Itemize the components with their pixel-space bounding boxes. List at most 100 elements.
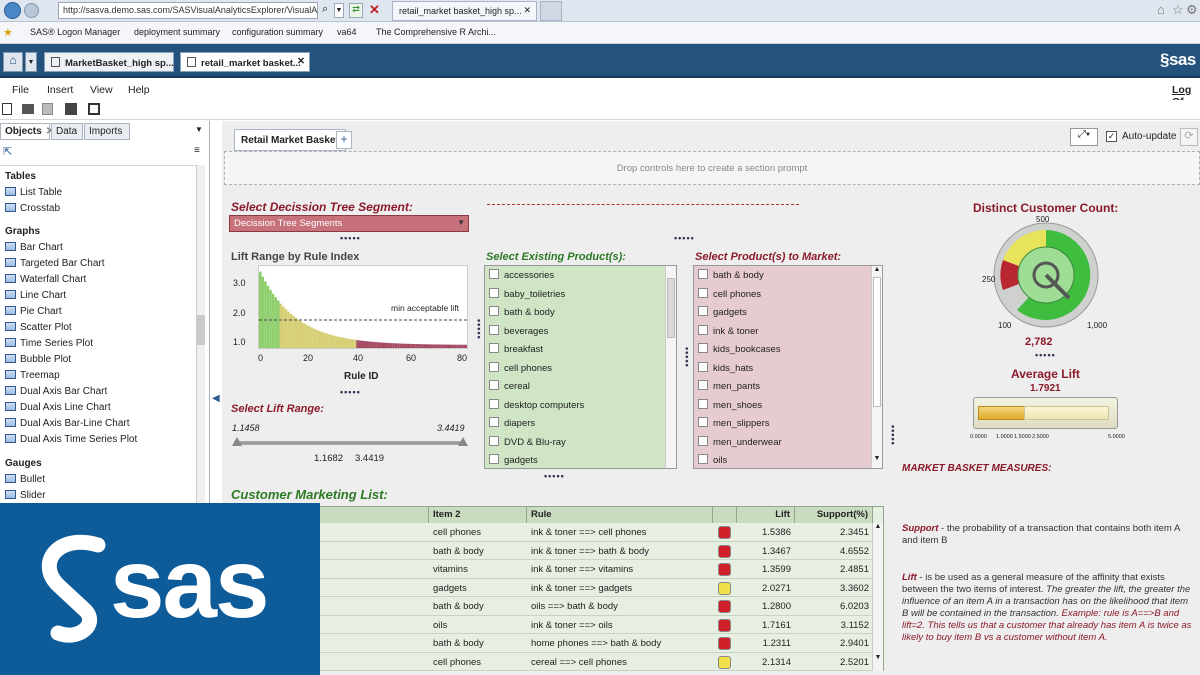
print-icon[interactable] — [65, 103, 77, 115]
checkbox[interactable] — [698, 324, 708, 335]
resize-handle[interactable]: ••••• — [674, 233, 695, 243]
save-icon[interactable] — [42, 103, 53, 115]
favorites-star-icon[interactable]: ★ — [3, 27, 13, 39]
checkbox[interactable] — [698, 343, 708, 353]
add-section-button[interactable]: + — [336, 131, 352, 149]
list-scrollbar[interactable] — [665, 266, 676, 468]
tab-objects[interactable]: Objects ✕ — [0, 123, 54, 140]
section-tab[interactable]: Retail Market Basket — [234, 129, 346, 151]
scroll-thumb[interactable] — [667, 278, 675, 338]
menu-view[interactable]: View — [90, 84, 113, 96]
resize-handle[interactable]: ••••• — [474, 319, 484, 340]
object-dual-axis-line[interactable]: Dual Axis Line Chart — [5, 402, 111, 413]
list-item[interactable]: bath & body — [694, 266, 882, 285]
list-item[interactable]: men_shoes — [694, 396, 882, 415]
checkbox[interactable] — [698, 417, 708, 427]
list-item[interactable]: cell phones — [694, 285, 882, 304]
lift-range-slider[interactable] — [232, 437, 468, 446]
object-bar-chart[interactable]: Bar Chart — [5, 242, 63, 253]
resize-handle[interactable]: ••••• — [888, 425, 898, 446]
object-dual-axis-time-series[interactable]: Dual Axis Time Series Plot — [5, 434, 137, 445]
object-list-table[interactable]: List Table — [5, 187, 62, 198]
scroll-thumb[interactable] — [873, 277, 881, 407]
favorite-link[interactable]: SAS® Logon Manager — [30, 27, 121, 37]
favorite-link[interactable]: The Comprehensive R Archi... — [376, 27, 497, 37]
checkbox[interactable] — [489, 306, 499, 316]
col-header-support[interactable]: Support(%) — [795, 507, 873, 523]
checkbox[interactable] — [489, 269, 499, 279]
search-icon[interactable]: ⌕ — [322, 3, 329, 15]
checkbox[interactable] — [698, 306, 708, 316]
tools-gear-icon[interactable]: ⚙ — [1186, 2, 1198, 17]
checkbox[interactable] — [698, 435, 708, 446]
list-item[interactable]: beverages — [485, 322, 676, 341]
checkbox[interactable] — [489, 417, 499, 427]
options-icon[interactable]: ≡ — [194, 145, 200, 156]
table-row[interactable] — [231, 634, 873, 653]
list-item[interactable]: men_pants — [694, 377, 882, 396]
close-icon[interactable]: ✕ — [45, 126, 55, 137]
checkbox[interactable] — [698, 454, 708, 464]
checkbox[interactable] — [698, 398, 708, 409]
object-pie-chart[interactable]: Pie Chart — [5, 306, 62, 317]
resize-handle[interactable]: ••••• — [544, 471, 565, 481]
stop-icon[interactable]: ✕ — [369, 2, 380, 17]
list-item[interactable]: ink & toner — [694, 322, 882, 341]
table-row[interactable] — [231, 653, 873, 671]
list-item[interactable]: accessories — [485, 266, 676, 285]
list-item[interactable]: bath & body — [485, 303, 676, 322]
col-header-rule[interactable]: Rule — [527, 507, 713, 523]
list-item[interactable]: desktop computers — [485, 396, 676, 415]
resize-handle[interactable]: ••••• — [1035, 350, 1056, 360]
checkbox[interactable] — [489, 361, 499, 372]
list-item[interactable]: baby_toiletries — [485, 285, 676, 304]
back-icon[interactable] — [4, 2, 21, 19]
doc-tab-active[interactable]: retail_market basket... ✕ — [180, 52, 310, 72]
object-time-series-plot[interactable]: Time Series Plot — [5, 338, 93, 349]
menu-insert[interactable]: Insert — [47, 84, 74, 96]
checkbox[interactable] — [698, 380, 708, 390]
address-bar[interactable]: http://sasva.demo.sas.com/SASVisualAnaly… — [58, 2, 318, 19]
list-item[interactable]: diapers — [485, 414, 676, 433]
col-header-lift[interactable]: Lift — [737, 507, 795, 523]
favorite-link[interactable]: deployment summary — [134, 27, 221, 37]
list-item[interactable]: kids_hats — [694, 359, 882, 378]
close-tab-icon[interactable]: ✕ — [523, 5, 531, 15]
section-prompt-area[interactable]: Drop controls here to create a section p… — [224, 151, 1200, 185]
checkbox[interactable] — [698, 269, 708, 279]
checkbox[interactable] — [489, 398, 499, 409]
checkbox[interactable] — [489, 435, 499, 446]
object-waterfall-chart[interactable]: Waterfall Chart — [5, 274, 86, 285]
table-row[interactable] — [231, 560, 873, 579]
menu-file[interactable]: File — [12, 84, 29, 96]
scroll-down-icon[interactable]: ▼ — [873, 455, 881, 462]
resize-handle[interactable]: ••••• — [340, 233, 361, 243]
slider-handle-high[interactable] — [458, 437, 468, 446]
segment-dropdown[interactable]: Decission Tree Segments ▼ — [229, 215, 469, 232]
object-dual-axis-bar[interactable]: Dual Axis Bar Chart — [5, 386, 107, 397]
pane-scrollbar[interactable] — [196, 165, 205, 625]
tab-data[interactable]: Data — [51, 123, 83, 140]
object-treemap[interactable]: Treemap — [5, 370, 60, 381]
collapse-pane-icon[interactable]: ◀ — [212, 393, 220, 404]
favorite-link[interactable]: configuration summary — [232, 27, 324, 37]
slider-handle-low[interactable] — [232, 437, 243, 446]
properties-icon[interactable] — [88, 103, 100, 115]
object-bubble-plot[interactable]: Bubble Plot — [5, 354, 71, 365]
scroll-up-icon[interactable]: ▲ — [874, 523, 882, 530]
fit-icon[interactable]: ⤢▾ — [1070, 128, 1098, 146]
col-header-item2[interactable]: Item 2 — [429, 507, 527, 523]
menu-dropdown-icon[interactable]: ▼ — [25, 52, 37, 72]
checkbox[interactable] — [489, 380, 499, 390]
new-report-icon[interactable] — [2, 103, 12, 115]
tab-imports[interactable]: Imports — [84, 123, 130, 140]
table-row[interactable] — [231, 523, 873, 542]
checkbox[interactable] — [489, 324, 499, 335]
table-row[interactable] — [231, 616, 873, 634]
refresh-report-icon[interactable]: ⟳ — [1180, 128, 1198, 146]
auto-update-checkbox[interactable]: ✓ — [1106, 131, 1117, 142]
table-row[interactable] — [231, 597, 873, 616]
checkbox[interactable] — [489, 343, 499, 353]
new-tab-button[interactable] — [540, 1, 562, 21]
open-folder-icon[interactable] — [22, 104, 34, 114]
